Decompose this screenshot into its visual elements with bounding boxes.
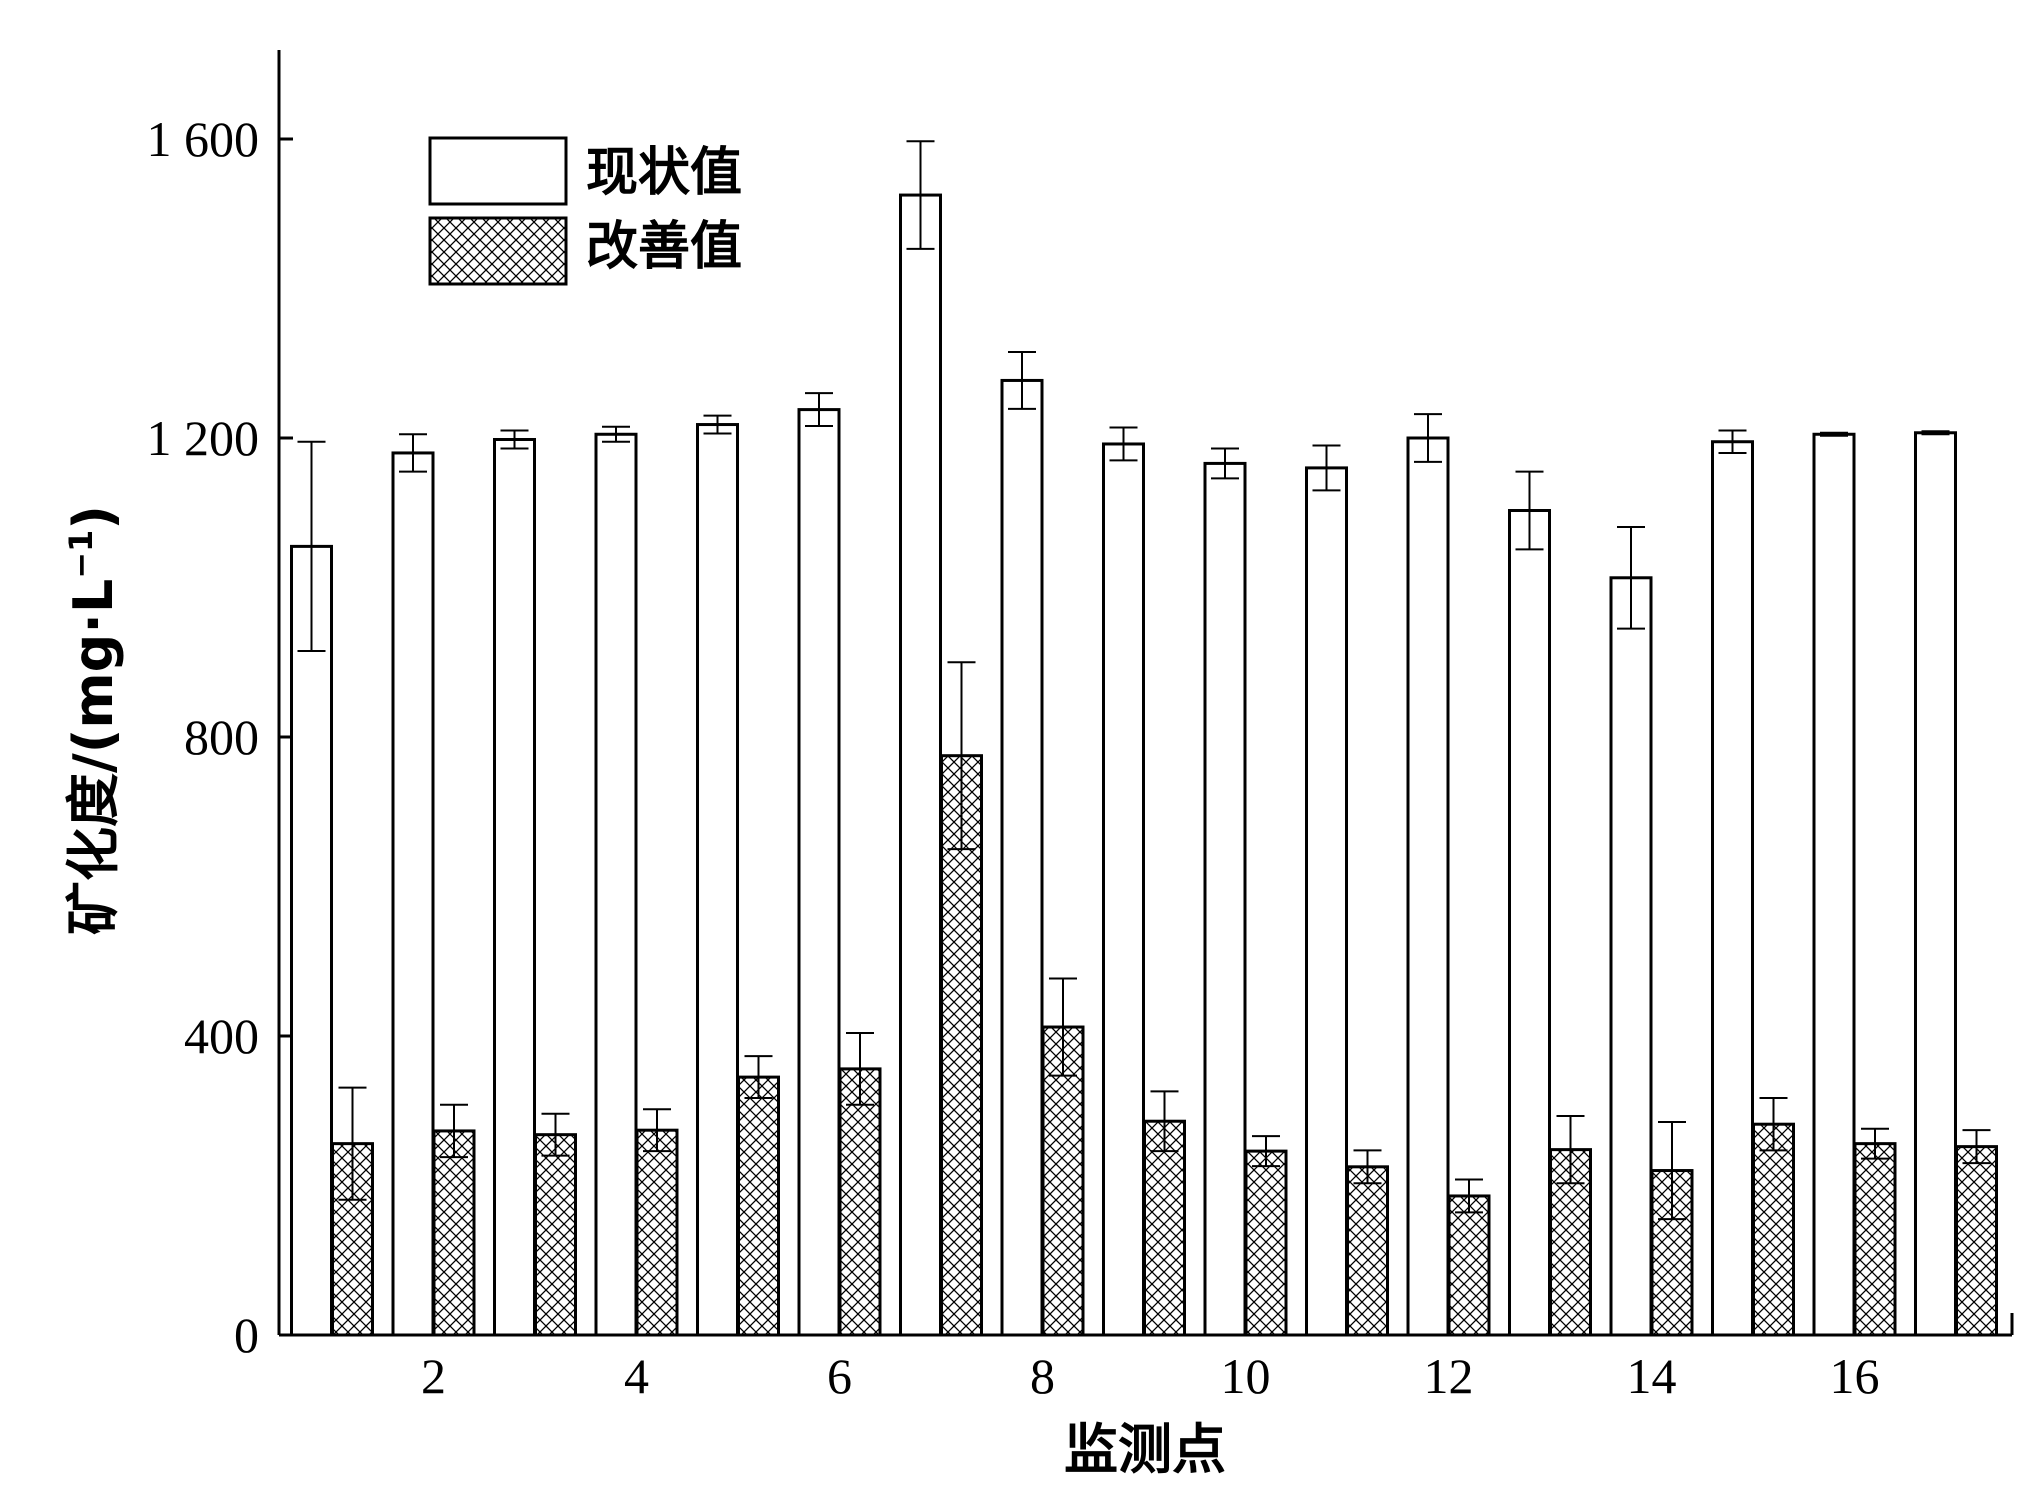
error-bar-improved-13 bbox=[1556, 1114, 1585, 1185]
error-bar-improved-5 bbox=[744, 1055, 773, 1100]
error-bar-improved-17 bbox=[1962, 1129, 1991, 1165]
error-bar-improved-1 bbox=[338, 1086, 367, 1201]
legend-label-improved: 改善值 bbox=[586, 217, 742, 277]
error-bar-current-3 bbox=[500, 429, 529, 450]
bar-improved-5 bbox=[737, 1075, 780, 1337]
bar-current-11 bbox=[1305, 466, 1348, 1337]
legend-swatch-improved bbox=[428, 216, 568, 286]
legend-label-current: 现状值 bbox=[586, 143, 742, 203]
error-bar-current-14 bbox=[1617, 525, 1645, 630]
bar-improved-17 bbox=[1955, 1145, 1998, 1337]
error-bar-current-12 bbox=[1414, 413, 1442, 463]
error-bar-improved-12 bbox=[1455, 1178, 1483, 1214]
x-tick-label-2: 2 bbox=[421, 1348, 446, 1404]
bar-improved-15 bbox=[1752, 1122, 1795, 1337]
bar-current-10 bbox=[1203, 461, 1247, 1337]
x-tick-label-8: 8 bbox=[1030, 1348, 1055, 1404]
x-tick-label-4: 4 bbox=[624, 1348, 649, 1404]
bar-current-9 bbox=[1102, 442, 1145, 1337]
error-bar-improved-6 bbox=[846, 1032, 874, 1106]
y-tick-label-1600: 1 600 bbox=[147, 111, 260, 167]
bars-group bbox=[290, 193, 1998, 1337]
bar-improved-2 bbox=[432, 1129, 476, 1337]
x-tick-label-6: 6 bbox=[827, 1348, 852, 1404]
x-tick-label-10: 10 bbox=[1221, 1348, 1271, 1404]
error-bar-improved-11 bbox=[1353, 1149, 1382, 1185]
y-axis-title-superscript: −1 bbox=[62, 530, 100, 579]
error-bar-improved-2 bbox=[440, 1103, 468, 1159]
bar-current-14 bbox=[1609, 576, 1653, 1337]
bar-improved-13 bbox=[1549, 1148, 1592, 1337]
y-tick-label-0: 0 bbox=[234, 1307, 259, 1363]
legend: 现状值 改善值 bbox=[428, 136, 742, 286]
bar-current-4 bbox=[594, 432, 638, 1337]
error-bar-current-5 bbox=[703, 414, 732, 435]
error-bar-current-1 bbox=[297, 440, 326, 653]
bar-current-13 bbox=[1508, 509, 1551, 1337]
error-bar-improved-7 bbox=[947, 661, 976, 851]
bar-improved-16 bbox=[1853, 1142, 1897, 1337]
bar-current-2 bbox=[391, 451, 435, 1337]
error-bar-current-15 bbox=[1718, 429, 1747, 454]
error-bar-current-7 bbox=[906, 140, 935, 250]
bar-current-16 bbox=[1812, 432, 1856, 1337]
y-ticks-group: 0 400 800 1 200 1 600 bbox=[147, 111, 293, 1363]
bar-improved-9 bbox=[1143, 1119, 1186, 1337]
error-bar-improved-4 bbox=[643, 1108, 671, 1153]
x-ticks-group: 2 4 6 8 10 12 14 16 bbox=[330, 1313, 2014, 1404]
x-tick-label-12: 12 bbox=[1424, 1348, 1474, 1404]
y-tick-label-400: 400 bbox=[184, 1008, 259, 1064]
y-tick-label-1200: 1 200 bbox=[147, 410, 260, 466]
bar-improved-12 bbox=[1447, 1194, 1491, 1337]
bar-current-8 bbox=[1000, 378, 1044, 1337]
x-axis-title: 监测点 bbox=[1064, 1418, 1226, 1481]
bar-current-12 bbox=[1406, 436, 1450, 1337]
bar-improved-10 bbox=[1244, 1149, 1288, 1337]
error-bar-improved-9 bbox=[1150, 1090, 1179, 1153]
bar-current-3 bbox=[493, 437, 536, 1337]
bar-current-7 bbox=[899, 193, 942, 1337]
y-axis-title: 矿化度/(mg·L−1) bbox=[62, 505, 125, 935]
error-bar-current-4 bbox=[602, 425, 630, 443]
error-bar-current-2 bbox=[399, 433, 427, 473]
legend-swatch-current bbox=[428, 136, 568, 206]
bar-improved-4 bbox=[635, 1128, 679, 1337]
bar-current-1 bbox=[290, 544, 333, 1337]
bar-improved-11 bbox=[1346, 1165, 1389, 1337]
bar-current-17 bbox=[1914, 431, 1957, 1337]
y-tick-label-800: 800 bbox=[184, 709, 259, 765]
error-bar-current-16 bbox=[1820, 431, 1848, 437]
error-bar-current-13 bbox=[1515, 470, 1544, 551]
error-bar-improved-3 bbox=[541, 1112, 570, 1157]
error-bar-improved-14 bbox=[1658, 1120, 1686, 1221]
error-bar-current-11 bbox=[1312, 444, 1341, 492]
bar-current-5 bbox=[696, 423, 739, 1337]
error-bar-current-17 bbox=[1921, 430, 1950, 436]
error-bar-current-6 bbox=[805, 392, 833, 428]
error-bar-current-10 bbox=[1211, 447, 1239, 480]
error-bar-current-8 bbox=[1008, 351, 1036, 410]
error-bar-improved-8 bbox=[1049, 977, 1077, 1077]
error-bars-group bbox=[297, 140, 1991, 1221]
bar-improved-3 bbox=[534, 1133, 577, 1337]
y-axis-title-main: 矿化度/(mg·L bbox=[62, 579, 125, 935]
bar-current-15 bbox=[1711, 440, 1754, 1337]
y-axis-title-close: ) bbox=[62, 505, 125, 530]
error-bar-improved-16 bbox=[1861, 1127, 1889, 1160]
x-tick-label-16: 16 bbox=[1830, 1348, 1880, 1404]
error-bar-current-9 bbox=[1109, 426, 1138, 462]
bar-current-6 bbox=[797, 408, 841, 1337]
error-bar-improved-10 bbox=[1252, 1135, 1280, 1168]
bar-improved-6 bbox=[838, 1067, 882, 1337]
x-tick-label-14: 14 bbox=[1627, 1348, 1677, 1404]
error-bar-improved-15 bbox=[1759, 1097, 1788, 1152]
